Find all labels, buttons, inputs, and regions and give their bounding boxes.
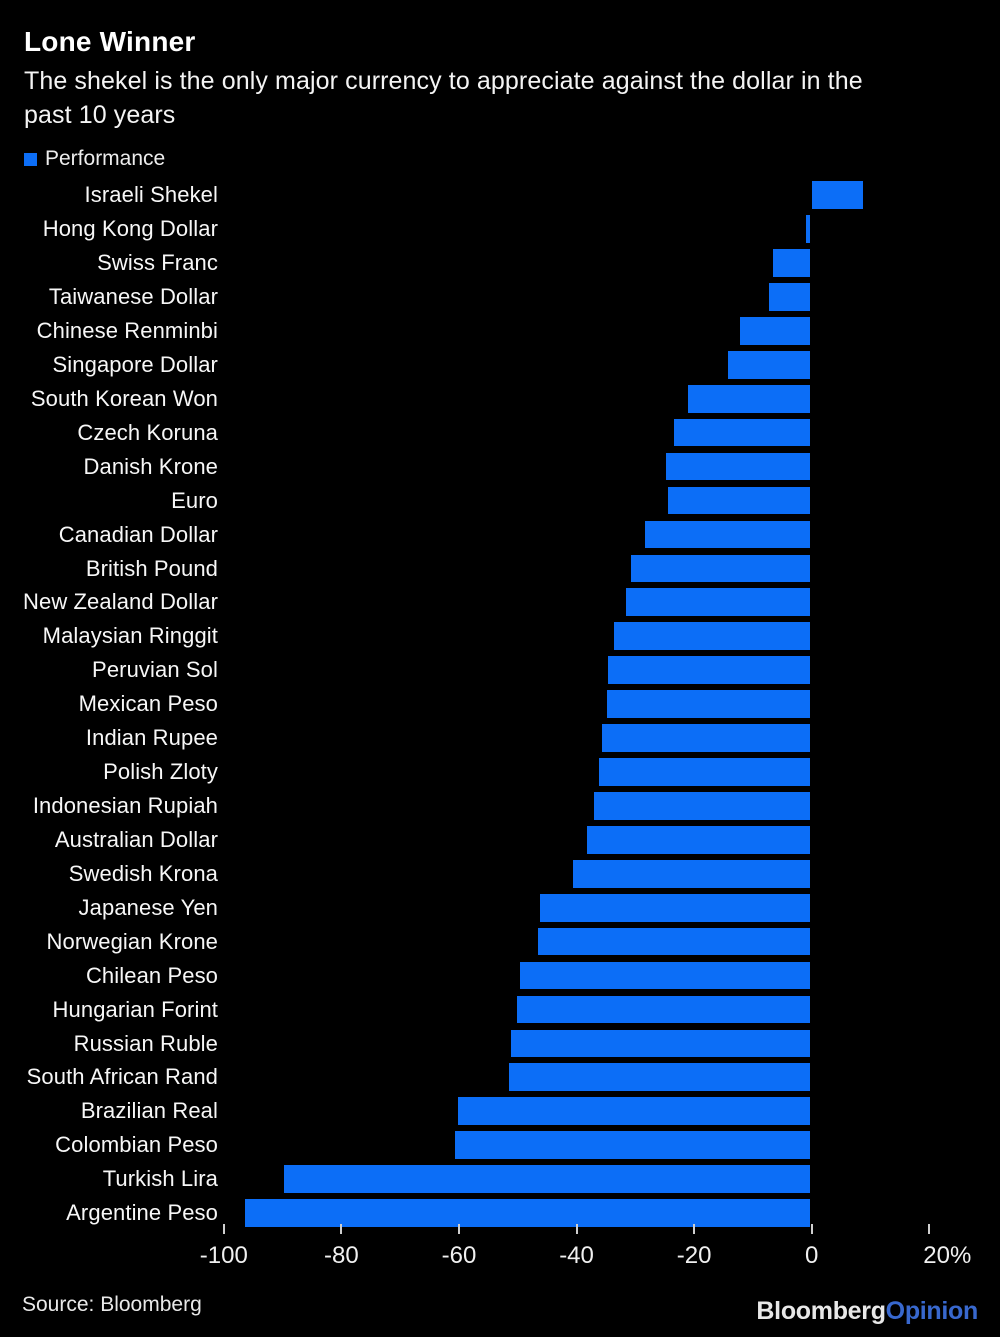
bar bbox=[811, 181, 864, 209]
row-label: Indian Rupee bbox=[85, 725, 218, 751]
row-label: Argentine Peso bbox=[66, 1200, 218, 1226]
brand-bloomberg: Bloomberg bbox=[756, 1297, 886, 1325]
row-label: Australian Dollar bbox=[54, 826, 218, 852]
row-label: Hong Kong Dollar bbox=[42, 216, 218, 242]
row-label: Chilean Peso bbox=[85, 962, 218, 988]
bar bbox=[688, 384, 811, 413]
bar bbox=[284, 1165, 811, 1193]
row-label: British Pound bbox=[85, 555, 218, 581]
row-label: Canadian Dollar bbox=[58, 521, 218, 547]
row-label: Malaysian Ringgit bbox=[42, 623, 218, 649]
row-label: Indonesian Rupiah bbox=[32, 793, 218, 819]
row-label: Euro bbox=[171, 487, 218, 513]
row-label: Danish Krone bbox=[83, 453, 218, 479]
bar bbox=[540, 893, 811, 922]
row-label: Swiss Franc bbox=[97, 250, 218, 276]
bar bbox=[673, 418, 811, 447]
bloomberg-opinion-logo: BloombergOpinion bbox=[756, 1297, 978, 1326]
bar bbox=[768, 283, 811, 311]
axis-tick-label: 0 bbox=[805, 1242, 819, 1269]
row-label: New Zealand Dollar bbox=[23, 589, 218, 615]
bar bbox=[516, 995, 811, 1024]
bar bbox=[739, 317, 811, 345]
bar bbox=[587, 825, 811, 854]
bar bbox=[606, 690, 811, 718]
bar bbox=[520, 961, 811, 990]
row-label: Japanese Yen bbox=[78, 894, 218, 920]
bar bbox=[625, 588, 811, 617]
bar bbox=[593, 792, 811, 820]
row-label: Polish Zloty bbox=[103, 759, 218, 785]
bar bbox=[508, 1063, 811, 1092]
row-label: Singapore Dollar bbox=[52, 351, 218, 377]
axis-tick-label: -20 bbox=[676, 1242, 712, 1269]
bar bbox=[454, 1131, 811, 1160]
legend-label: Performance bbox=[45, 147, 166, 170]
bar bbox=[511, 1029, 811, 1058]
chart-subtitle-line-1: The shekel is the only major currency to… bbox=[24, 67, 863, 95]
axis-tick bbox=[810, 1224, 813, 1234]
bar bbox=[666, 452, 811, 481]
axis-tick bbox=[693, 1224, 696, 1234]
axis-tick-label: -80 bbox=[324, 1242, 359, 1269]
row-label: South African Rand bbox=[26, 1064, 218, 1090]
row-label: Israeli Shekel bbox=[84, 182, 218, 208]
row-label: Czech Koruna bbox=[77, 419, 218, 445]
source-note: Source: Bloomberg bbox=[22, 1293, 202, 1316]
axis-tick bbox=[340, 1224, 343, 1234]
row-label: South Korean Won bbox=[30, 385, 218, 411]
axis-tick bbox=[457, 1224, 460, 1234]
chart-subtitle: The shekel is the only major currency to… bbox=[24, 64, 863, 132]
bar bbox=[630, 554, 811, 583]
bar bbox=[573, 859, 811, 888]
axis-tick-label: -100 bbox=[199, 1242, 248, 1269]
row-label: Colombian Peso bbox=[55, 1132, 218, 1158]
bar bbox=[727, 350, 811, 379]
axis-tick bbox=[222, 1224, 225, 1234]
axis-tick-label: 20% bbox=[923, 1242, 972, 1269]
axis-tick bbox=[575, 1224, 578, 1234]
row-label: Hungarian Forint bbox=[52, 996, 218, 1022]
bar bbox=[668, 486, 811, 515]
bar bbox=[457, 1097, 811, 1126]
bar bbox=[645, 520, 811, 549]
row-label: Swedish Krona bbox=[68, 860, 218, 886]
bar bbox=[601, 724, 811, 752]
row-label: Brazilian Real bbox=[80, 1098, 218, 1124]
row-label: Chinese Renminbi bbox=[36, 318, 218, 344]
axis-tick-label: -60 bbox=[441, 1242, 477, 1269]
row-label: Norwegian Krone bbox=[46, 928, 218, 954]
row-label: Turkish Lira bbox=[102, 1166, 218, 1192]
legend: Performance bbox=[24, 147, 165, 171]
row-label: Russian Ruble bbox=[73, 1030, 218, 1056]
bar bbox=[598, 758, 811, 786]
bar bbox=[538, 927, 811, 956]
axis-tick bbox=[928, 1224, 931, 1234]
bar bbox=[613, 622, 811, 651]
bar bbox=[244, 1199, 811, 1227]
chart-subtitle-line-2: past 10 years bbox=[24, 101, 176, 129]
bar bbox=[772, 249, 811, 277]
legend-swatch-icon bbox=[24, 152, 37, 166]
bar bbox=[805, 215, 811, 243]
row-label: Mexican Peso bbox=[78, 691, 218, 717]
brand-opinion: Opinion bbox=[885, 1297, 979, 1325]
bar bbox=[607, 656, 811, 684]
chart-title: Lone Winner bbox=[24, 26, 196, 57]
row-label: Taiwanese Dollar bbox=[48, 284, 218, 310]
axis-tick-label: -40 bbox=[559, 1242, 594, 1269]
row-label: Peruvian Sol bbox=[92, 657, 218, 683]
